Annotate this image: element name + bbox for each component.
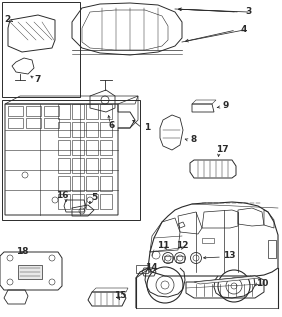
Bar xyxy=(86,176,98,191)
Bar xyxy=(8,118,23,128)
Bar xyxy=(100,104,112,119)
Bar xyxy=(136,265,148,273)
Text: 14: 14 xyxy=(145,263,157,273)
Bar xyxy=(72,194,84,209)
Bar xyxy=(176,256,184,262)
Bar xyxy=(44,118,59,128)
Bar xyxy=(100,176,112,191)
Bar xyxy=(100,194,112,209)
Text: 5: 5 xyxy=(91,193,97,203)
Text: 11: 11 xyxy=(157,242,169,250)
Bar xyxy=(86,194,98,209)
Bar xyxy=(58,140,70,155)
Text: 9: 9 xyxy=(223,101,229,111)
Bar xyxy=(268,240,276,258)
Bar xyxy=(100,140,112,155)
Text: 12: 12 xyxy=(176,242,188,250)
Bar xyxy=(8,106,23,116)
Text: 13: 13 xyxy=(223,251,235,261)
Text: 17: 17 xyxy=(216,146,228,154)
Text: 7: 7 xyxy=(35,75,41,85)
Text: 10: 10 xyxy=(256,279,268,288)
Text: 4: 4 xyxy=(241,25,247,35)
Bar xyxy=(44,106,59,116)
Bar xyxy=(164,256,172,262)
Bar xyxy=(2,2,80,97)
Bar xyxy=(2,100,140,220)
Text: 15: 15 xyxy=(114,292,126,301)
Bar xyxy=(202,238,214,243)
Bar xyxy=(72,176,84,191)
Bar xyxy=(72,122,84,137)
Text: 2: 2 xyxy=(4,15,10,23)
Bar xyxy=(72,158,84,173)
Bar xyxy=(58,176,70,191)
Bar xyxy=(86,140,98,155)
Text: 1: 1 xyxy=(144,124,150,133)
Bar xyxy=(86,158,98,173)
Text: 3: 3 xyxy=(245,8,251,16)
Bar xyxy=(58,104,70,119)
Bar xyxy=(72,104,84,119)
Bar xyxy=(58,158,70,173)
Bar xyxy=(100,158,112,173)
Bar xyxy=(72,140,84,155)
Polygon shape xyxy=(194,276,260,284)
Text: 18: 18 xyxy=(16,248,28,256)
Bar xyxy=(26,118,41,128)
Bar xyxy=(18,265,42,279)
Bar xyxy=(86,122,98,137)
Text: 16: 16 xyxy=(56,191,68,200)
Bar xyxy=(58,194,70,209)
Bar xyxy=(100,122,112,137)
Text: 8: 8 xyxy=(191,135,197,145)
Bar xyxy=(26,106,41,116)
Bar xyxy=(86,104,98,119)
Bar xyxy=(58,122,70,137)
Text: 6: 6 xyxy=(109,120,115,130)
